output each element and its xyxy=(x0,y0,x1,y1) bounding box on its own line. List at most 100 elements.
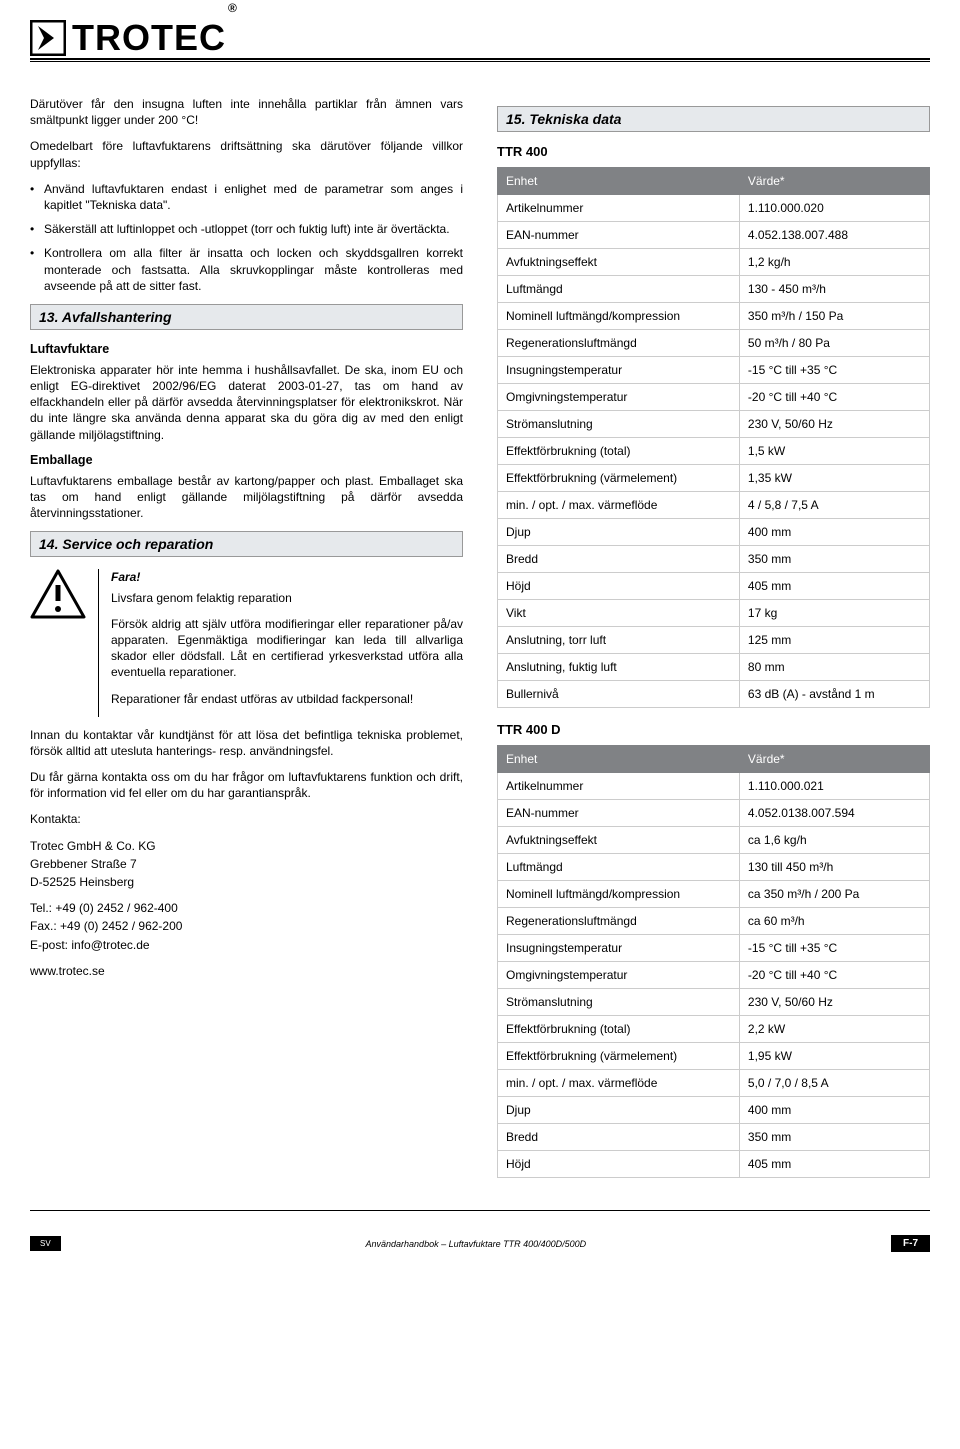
footer-title: Användarhandbok – Luftavfuktare TTR 400/… xyxy=(61,1239,891,1249)
spec-value: 230 V, 50/60 Hz xyxy=(739,989,929,1016)
spec-label: Djup xyxy=(498,1097,740,1124)
intro-paragraph-2: Omedelbart före luftavfuktarens driftsät… xyxy=(30,138,463,170)
footer-rule xyxy=(30,1210,930,1211)
spec-label: Effektförbrukning (total) xyxy=(498,438,740,465)
table-row: Nominell luftmängd/kompressionca 350 m³/… xyxy=(498,881,930,908)
table-header-value: Värde* xyxy=(739,168,929,195)
spec-label: Bredd xyxy=(498,546,740,573)
table-row: Insugningstemperatur-15 °C till +35 °C xyxy=(498,357,930,384)
spec-value: 4.052.138.007.488 xyxy=(739,222,929,249)
contact-email: E-post: info@trotec.de xyxy=(30,937,463,953)
section-14-heading: 14. Service och reparation xyxy=(30,531,463,557)
spec-value: 350 m³/h / 150 Pa xyxy=(739,303,929,330)
list-item: Säkerställ att luftinloppet och -utloppe… xyxy=(30,221,463,237)
spec-label: Omgivningstemperatur xyxy=(498,962,740,989)
spec-value: ca 350 m³/h / 200 Pa xyxy=(739,881,929,908)
contact-label: Kontakta: xyxy=(30,811,463,827)
spec-label: Nominell luftmängd/kompression xyxy=(498,303,740,330)
spec-value: 17 kg xyxy=(739,600,929,627)
table-row: Insugningstemperatur-15 °C till +35 °C xyxy=(498,935,930,962)
contact-tel: Tel.: +49 (0) 2452 / 962-400 xyxy=(30,900,463,916)
spec-label: Bredd xyxy=(498,1124,740,1151)
spec-label: Höjd xyxy=(498,1151,740,1178)
section-15-heading: 15. Tekniska data xyxy=(497,106,930,132)
table-row: Effektförbrukning (total)1,5 kW xyxy=(498,438,930,465)
spec-label: Effektförbrukning (värmelement) xyxy=(498,1043,740,1070)
spec-value: 1,2 kg/h xyxy=(739,249,929,276)
list-item: Kontrollera om alla filter är insatta oc… xyxy=(30,245,463,294)
subhead-packaging: Emballage xyxy=(30,453,463,467)
spec-table-a: Enhet Värde* Artikelnummer1.110.000.020E… xyxy=(497,167,930,708)
table-row: Regenerationsluftmängd50 m³/h / 80 Pa xyxy=(498,330,930,357)
spec-label: Artikelnummer xyxy=(498,195,740,222)
spec-value: 1.110.000.020 xyxy=(739,195,929,222)
spec-label: Anslutning, fuktig luft xyxy=(498,654,740,681)
spec-label: Avfuktningseffekt xyxy=(498,827,740,854)
table-row: Nominell luftmängd/kompression350 m³/h /… xyxy=(498,303,930,330)
contact-fax: Fax.: +49 (0) 2452 / 962-200 xyxy=(30,918,463,934)
warning-icon xyxy=(30,569,86,716)
table-row: Artikelnummer1.110.000.020 xyxy=(498,195,930,222)
brand-name: TROTEC® xyxy=(72,20,236,56)
spec-value: 350 mm xyxy=(739,546,929,573)
footer-language: SV xyxy=(30,1236,61,1251)
contact-web: www.trotec.se xyxy=(30,963,463,979)
spec-label: min. / opt. / max. värmeflöde xyxy=(498,492,740,519)
spec-value: 350 mm xyxy=(739,1124,929,1151)
spec-value: 400 mm xyxy=(739,1097,929,1124)
spec-label: Effektförbrukning (värmelement) xyxy=(498,465,740,492)
spec-label: Anslutning, torr luft xyxy=(498,627,740,654)
brand-arrow-icon xyxy=(30,20,66,56)
spec-label: min. / opt. / max. värmeflöde xyxy=(498,1070,740,1097)
header-rule xyxy=(30,58,930,62)
spec-value: -20 °C till +40 °C xyxy=(739,962,929,989)
table-row: Luftmängd130 - 450 m³/h xyxy=(498,276,930,303)
spec-label: Vikt xyxy=(498,600,740,627)
brand-logo: TROTEC® xyxy=(30,20,930,56)
table-row: Effektförbrukning (total)2,2 kW xyxy=(498,1016,930,1043)
spec-label: Höjd xyxy=(498,573,740,600)
spec-value: 1.110.000.021 xyxy=(739,773,929,800)
warning-subtitle: Livsfara genom felaktig reparation xyxy=(111,590,463,606)
table-header-value: Värde* xyxy=(739,746,929,773)
spec-value: -15 °C till +35 °C xyxy=(739,357,929,384)
spec-label: Omgivningstemperatur xyxy=(498,384,740,411)
table-row: Strömanslutning230 V, 50/60 Hz xyxy=(498,989,930,1016)
spec-value: 5,0 / 7,0 / 8,5 A xyxy=(739,1070,929,1097)
spec-label: Artikelnummer xyxy=(498,773,740,800)
table-row: Omgivningstemperatur-20 °C till +40 °C xyxy=(498,384,930,411)
table-row: Omgivningstemperatur-20 °C till +40 °C xyxy=(498,962,930,989)
table-row: Artikelnummer1.110.000.021 xyxy=(498,773,930,800)
list-item: Använd luftavfuktaren endast i enlighet … xyxy=(30,181,463,213)
spec-value: 2,2 kW xyxy=(739,1016,929,1043)
contact-city: D-52525 Heinsberg xyxy=(30,874,463,890)
spec-label: Insugningstemperatur xyxy=(498,357,740,384)
contact-street: Grebbener Straße 7 xyxy=(30,856,463,872)
spec-label: Strömanslutning xyxy=(498,411,740,438)
right-column: 15. Tekniska data TTR 400 Enhet Värde* A… xyxy=(497,96,930,1192)
spec-value: 130 - 450 m³/h xyxy=(739,276,929,303)
table-header-unit: Enhet xyxy=(498,746,740,773)
contact-company: Trotec GmbH & Co. KG xyxy=(30,838,463,854)
table-row: Vikt17 kg xyxy=(498,600,930,627)
table-row: Anslutning, torr luft125 mm xyxy=(498,627,930,654)
warning-title: Fara! xyxy=(111,569,463,585)
table-row: Effektförbrukning (värmelement)1,35 kW xyxy=(498,465,930,492)
service-paragraph-1: Innan du kontaktar vår kundtjänst för at… xyxy=(30,727,463,759)
spec-label: Nominell luftmängd/kompression xyxy=(498,881,740,908)
model-a-heading: TTR 400 xyxy=(497,144,930,159)
table-row: Djup400 mm xyxy=(498,519,930,546)
table-row: Höjd405 mm xyxy=(498,573,930,600)
spec-label: Luftmängd xyxy=(498,276,740,303)
table-row: min. / opt. / max. värmeflöde4 / 5,8 / 7… xyxy=(498,492,930,519)
spec-value: 4 / 5,8 / 7,5 A xyxy=(739,492,929,519)
spec-value: 130 till 450 m³/h xyxy=(739,854,929,881)
spec-value: 1,95 kW xyxy=(739,1043,929,1070)
spec-value: 4.052.0138.007.594 xyxy=(739,800,929,827)
conditions-list: Använd luftavfuktaren endast i enlighet … xyxy=(30,181,463,294)
table-row: min. / opt. / max. värmeflöde5,0 / 7,0 /… xyxy=(498,1070,930,1097)
spec-value: 50 m³/h / 80 Pa xyxy=(739,330,929,357)
spec-value: ca 1,6 kg/h xyxy=(739,827,929,854)
spec-value: 1,35 kW xyxy=(739,465,929,492)
spec-value: 63 dB (A) - avstånd 1 m xyxy=(739,681,929,708)
